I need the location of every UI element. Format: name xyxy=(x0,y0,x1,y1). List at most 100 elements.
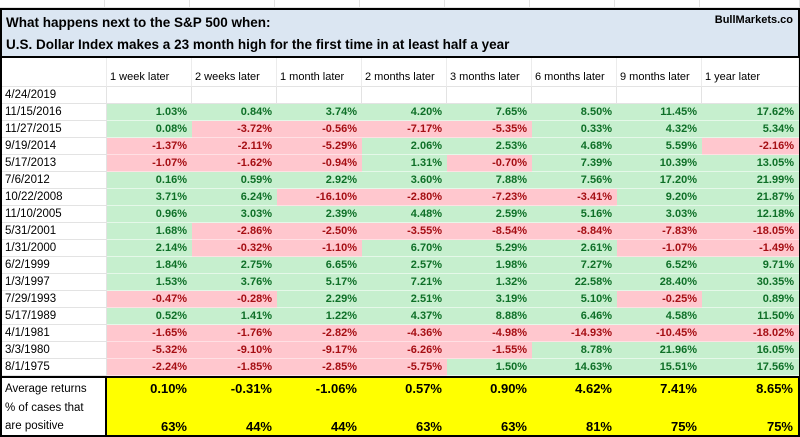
column-header-date[interactable] xyxy=(2,58,107,87)
return-cell[interactable]: -0.94% xyxy=(277,155,362,172)
return-cell[interactable]: 5.10% xyxy=(532,291,617,308)
return-cell[interactable]: 1.22% xyxy=(277,308,362,325)
average-return-cell[interactable]: 4.62% xyxy=(532,378,617,399)
return-cell[interactable]: 5.29% xyxy=(447,240,532,257)
date-cell[interactable]: 6/2/1999 xyxy=(2,257,107,274)
return-cell[interactable]: -9.10% xyxy=(192,342,277,359)
return-cell[interactable]: -5.75% xyxy=(362,359,447,376)
return-cell[interactable]: -10.45% xyxy=(617,325,702,342)
return-cell[interactable]: 3.71% xyxy=(107,189,192,206)
column-header-4[interactable]: 2 months later xyxy=(362,58,447,87)
return-cell[interactable]: 7.21% xyxy=(362,274,447,291)
return-cell[interactable]: -2.24% xyxy=(107,359,192,376)
column-header-7[interactable]: 9 months later xyxy=(617,58,702,87)
percent-positive-cell[interactable]: 81% xyxy=(532,417,617,435)
column-header-2[interactable]: 2 weeks later xyxy=(192,58,277,87)
return-cell[interactable]: 2.06% xyxy=(362,138,447,155)
return-cell[interactable]: -2.82% xyxy=(277,325,362,342)
return-cell[interactable]: -7.23% xyxy=(447,189,532,206)
return-cell[interactable]: -4.98% xyxy=(447,325,532,342)
date-cell[interactable]: 1/31/2000 xyxy=(2,240,107,257)
return-cell[interactable]: 8.78% xyxy=(532,342,617,359)
return-cell[interactable]: 21.96% xyxy=(617,342,702,359)
return-cell[interactable]: -2.85% xyxy=(277,359,362,376)
percent-positive-cell[interactable]: 63% xyxy=(362,417,447,435)
average-return-cell[interactable]: 0.90% xyxy=(447,378,532,399)
date-cell[interactable]: 3/3/1980 xyxy=(2,342,107,359)
return-cell[interactable]: 4.68% xyxy=(532,138,617,155)
date-cell[interactable]: 5/17/1989 xyxy=(2,308,107,325)
return-cell[interactable]: 5.34% xyxy=(702,121,799,138)
return-cell[interactable]: 8.50% xyxy=(532,104,617,121)
return-cell[interactable]: 21.87% xyxy=(702,189,799,206)
return-cell[interactable]: 6.46% xyxy=(532,308,617,325)
return-cell[interactable]: -0.56% xyxy=(277,121,362,138)
return-cell[interactable]: 2.51% xyxy=(362,291,447,308)
return-cell[interactable]: 9.20% xyxy=(617,189,702,206)
return-cell[interactable]: -2.80% xyxy=(362,189,447,206)
return-cell[interactable]: 0.96% xyxy=(107,206,192,223)
return-cell[interactable]: 1.41% xyxy=(192,308,277,325)
return-cell[interactable]: -8.84% xyxy=(532,223,617,240)
return-cell[interactable]: -8.54% xyxy=(447,223,532,240)
return-cell[interactable]: -1.10% xyxy=(277,240,362,257)
return-cell[interactable]: 5.17% xyxy=(277,274,362,291)
return-cell[interactable]: 3.19% xyxy=(447,291,532,308)
date-cell[interactable]: 1/3/1997 xyxy=(2,274,107,291)
return-cell[interactable]: 1.31% xyxy=(362,155,447,172)
return-cell[interactable]: 2.29% xyxy=(277,291,362,308)
summary-filler-cell[interactable] xyxy=(362,399,447,417)
return-cell[interactable]: 0.89% xyxy=(702,291,799,308)
return-cell[interactable] xyxy=(277,87,362,104)
return-cell[interactable]: -5.32% xyxy=(107,342,192,359)
return-cell[interactable]: 14.63% xyxy=(532,359,617,376)
return-cell[interactable]: 3.74% xyxy=(277,104,362,121)
return-cell[interactable]: 2.59% xyxy=(447,206,532,223)
return-cell[interactable]: 2.57% xyxy=(362,257,447,274)
return-cell[interactable]: -0.28% xyxy=(192,291,277,308)
percent-positive-cell[interactable]: 75% xyxy=(702,417,798,435)
return-cell[interactable]: -0.70% xyxy=(447,155,532,172)
return-cell[interactable]: 3.03% xyxy=(192,206,277,223)
return-cell[interactable]: 7.65% xyxy=(447,104,532,121)
average-return-cell[interactable]: -1.06% xyxy=(277,378,362,399)
return-cell[interactable]: 0.52% xyxy=(107,308,192,325)
return-cell[interactable]: 17.20% xyxy=(617,172,702,189)
date-cell[interactable]: 4/1/1981 xyxy=(2,325,107,342)
return-cell[interactable]: -1.07% xyxy=(617,240,702,257)
return-cell[interactable]: 3.60% xyxy=(362,172,447,189)
return-cell[interactable]: 17.62% xyxy=(702,104,799,121)
column-header-6[interactable]: 6 months later xyxy=(532,58,617,87)
return-cell[interactable]: -18.02% xyxy=(702,325,799,342)
percent-positive-cell[interactable]: 63% xyxy=(447,417,532,435)
return-cell[interactable]: 0.33% xyxy=(532,121,617,138)
date-cell[interactable]: 5/17/2013 xyxy=(2,155,107,172)
date-cell[interactable]: 7/6/2012 xyxy=(2,172,107,189)
summary-filler-cell[interactable] xyxy=(532,399,617,417)
date-cell[interactable]: 4/24/2019 xyxy=(2,87,107,104)
return-cell[interactable]: -2.50% xyxy=(277,223,362,240)
return-cell[interactable]: 1.84% xyxy=(107,257,192,274)
return-cell[interactable]: -1.37% xyxy=(107,138,192,155)
return-cell[interactable]: -1.07% xyxy=(107,155,192,172)
summary-filler-cell[interactable] xyxy=(277,399,362,417)
summary-filler-cell[interactable] xyxy=(192,399,277,417)
return-cell[interactable]: -0.25% xyxy=(617,291,702,308)
return-cell[interactable]: 6.70% xyxy=(362,240,447,257)
return-cell[interactable]: -2.16% xyxy=(702,138,799,155)
date-cell[interactable]: 11/15/2016 xyxy=(2,104,107,121)
return-cell[interactable]: 3.03% xyxy=(617,206,702,223)
return-cell[interactable]: 7.39% xyxy=(532,155,617,172)
return-cell[interactable]: -1.55% xyxy=(447,342,532,359)
return-cell[interactable]: 11.50% xyxy=(702,308,799,325)
return-cell[interactable]: -1.76% xyxy=(192,325,277,342)
return-cell[interactable]: -3.72% xyxy=(192,121,277,138)
column-header-1[interactable]: 1 week later xyxy=(107,58,192,87)
summary-filler-cell[interactable] xyxy=(447,399,532,417)
return-cell[interactable]: -1.65% xyxy=(107,325,192,342)
percent-positive-cell[interactable]: 44% xyxy=(192,417,277,435)
return-cell[interactable]: 0.16% xyxy=(107,172,192,189)
return-cell[interactable]: 1.32% xyxy=(447,274,532,291)
return-cell[interactable]: -6.26% xyxy=(362,342,447,359)
return-cell[interactable]: 2.39% xyxy=(277,206,362,223)
